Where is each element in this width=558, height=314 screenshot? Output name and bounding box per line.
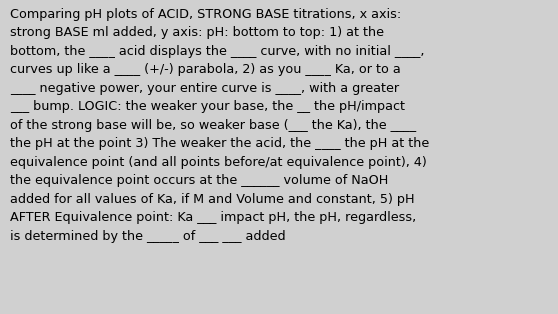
Text: Comparing pH plots of ACID, STRONG BASE titrations, x axis:
strong BASE ml added: Comparing pH plots of ACID, STRONG BASE … [10, 8, 429, 243]
